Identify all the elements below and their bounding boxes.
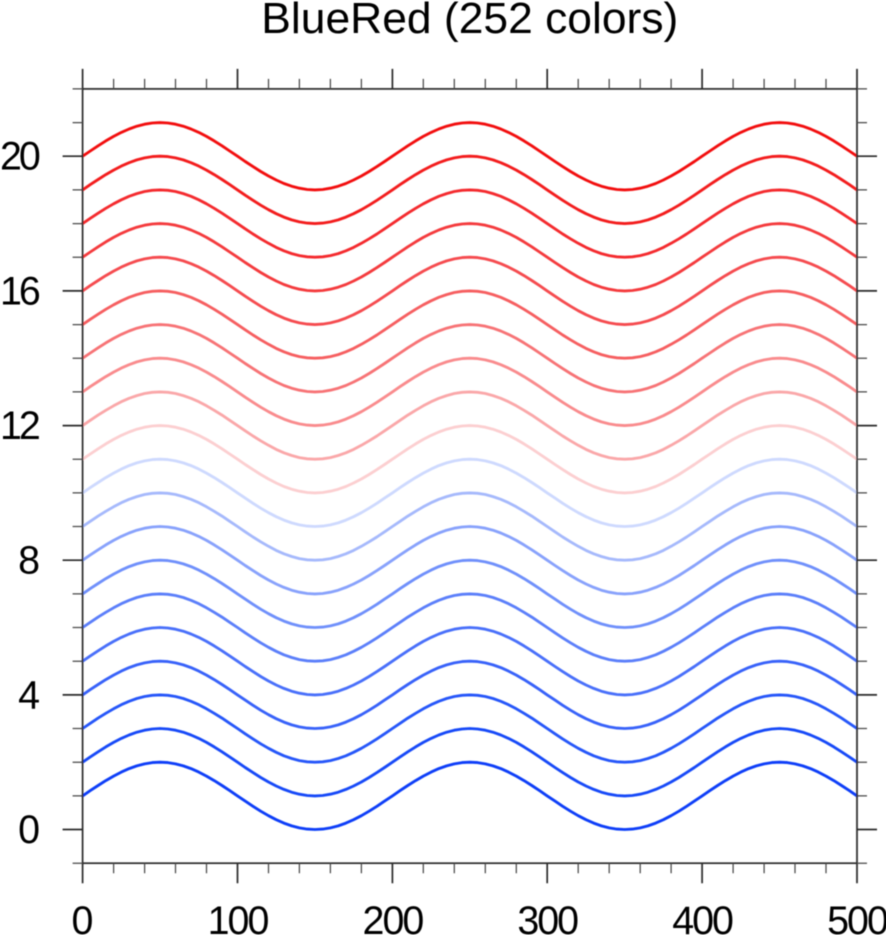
svg-text:16: 16 <box>0 269 40 313</box>
svg-text:0: 0 <box>71 899 93 935</box>
svg-text:BlueRed (252 colors): BlueRed (252 colors) <box>261 0 678 43</box>
svg-text:100: 100 <box>208 899 269 935</box>
svg-text:200: 200 <box>363 899 424 935</box>
svg-text:8: 8 <box>18 539 40 583</box>
svg-text:4: 4 <box>18 673 40 717</box>
svg-text:400: 400 <box>672 899 733 935</box>
svg-text:300: 300 <box>517 899 578 935</box>
svg-text:0: 0 <box>18 808 40 852</box>
svg-text:20: 20 <box>0 135 40 179</box>
svg-text:12: 12 <box>0 404 39 448</box>
svg-text:500: 500 <box>827 899 886 935</box>
